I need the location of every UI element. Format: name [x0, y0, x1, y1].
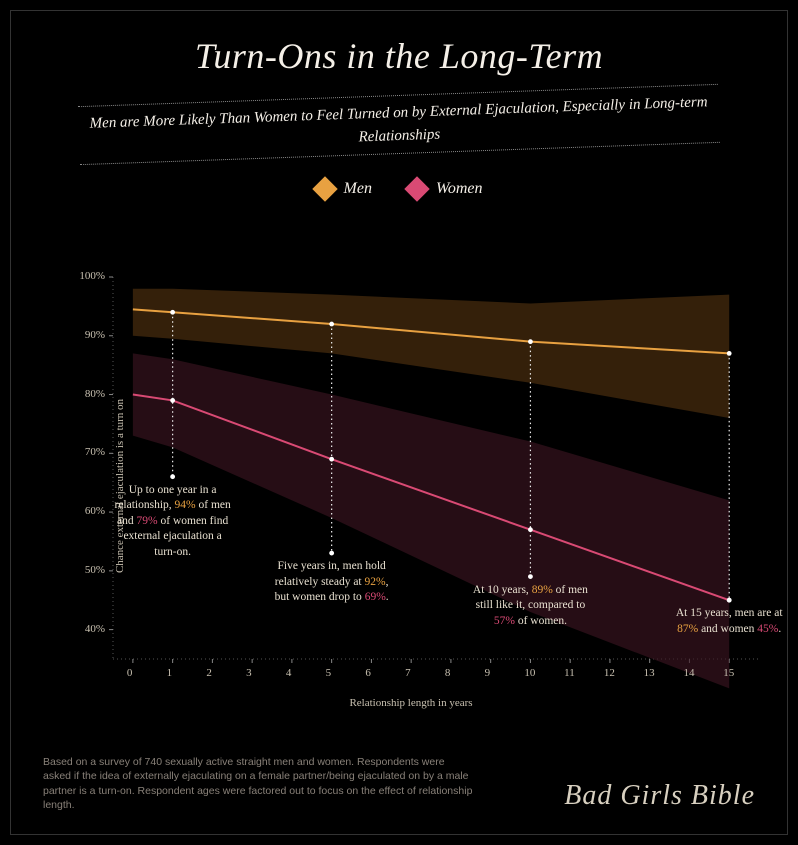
subtitle-container: Men are More Likely Than Women to Feel T… — [78, 84, 720, 165]
x-tick: 8 — [445, 667, 451, 679]
legend-women-label: Women — [436, 180, 483, 198]
y-tick: 90% — [85, 329, 105, 341]
swatch-men — [312, 176, 337, 201]
y-tick: 50% — [85, 564, 105, 576]
legend-women: Women — [408, 180, 483, 198]
x-tick: 7 — [405, 667, 411, 679]
legend: Men Women — [11, 180, 787, 198]
footnote-text: Based on a survey of 740 sexually active… — [43, 755, 473, 812]
x-tick: 12 — [604, 667, 615, 679]
brand-logo: Bad Girls Bible — [564, 780, 755, 812]
y-tick: 80% — [85, 388, 105, 400]
y-tick: 60% — [85, 505, 105, 517]
x-tick: 0 — [127, 667, 133, 679]
x-tick: 2 — [206, 667, 212, 679]
x-tick: 14 — [683, 667, 694, 679]
legend-men: Men — [316, 180, 372, 198]
x-tick: 6 — [365, 667, 371, 679]
x-tick: 5 — [326, 667, 332, 679]
legend-men-label: Men — [344, 180, 372, 198]
y-tick: 70% — [85, 446, 105, 458]
callout: Up to one year in a relationship, 94% of… — [114, 483, 232, 561]
footer: Based on a survey of 740 sexually active… — [43, 755, 755, 812]
x-tick: 3 — [246, 667, 252, 679]
x-tick: 10 — [524, 667, 535, 679]
chart-title: Turn-Ons in the Long-Term — [11, 35, 787, 77]
x-tick: 13 — [644, 667, 655, 679]
y-tick: 100% — [79, 270, 105, 282]
x-axis-label: Relationship length in years — [349, 697, 472, 709]
outer-frame: Turn-Ons in the Long-Term Men are More L… — [10, 10, 788, 835]
x-tick: 4 — [286, 667, 292, 679]
callout: At 15 years, men are at 87% and women 45… — [665, 606, 793, 637]
x-tick: 11 — [564, 667, 575, 679]
x-tick: 15 — [723, 667, 734, 679]
callout: Five years in, men hold relatively stead… — [273, 559, 391, 606]
x-tick: 1 — [167, 667, 173, 679]
swatch-women — [404, 176, 429, 201]
y-tick: 40% — [85, 623, 105, 635]
chart: Chance external ejaculation is a turn on… — [51, 271, 771, 701]
x-tick: 9 — [485, 667, 491, 679]
callout: At 10 years, 89% of men still like it, c… — [471, 583, 589, 630]
